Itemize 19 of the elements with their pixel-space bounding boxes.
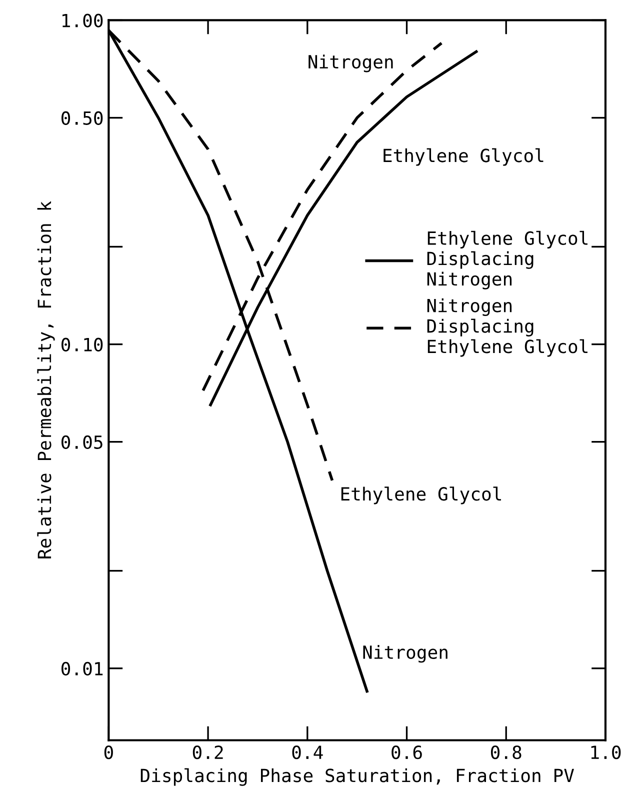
y-tick-label: 0.05: [62, 435, 102, 449]
x-tick-label: 1.0: [591, 746, 621, 760]
y-tick-label: 0.10: [62, 338, 103, 352]
annotation: Ethylene Glycol: [384, 148, 544, 166]
legend-label: Nitrogen Displacing Ethylene Glycol: [427, 298, 588, 357]
x-tick-label: 0: [104, 746, 113, 760]
annotation: Ethylene Glycol: [341, 486, 501, 504]
x-tick-label: 0.2: [192, 746, 223, 760]
annotation: Nitrogen: [308, 54, 393, 72]
y-tick-label: 1.00: [62, 14, 103, 28]
y-tick-label: 0.50: [62, 111, 103, 125]
y-axis-title: Relative Permeability, Fraction k: [37, 201, 55, 558]
x-tick-label: 0.4: [292, 746, 323, 760]
y-tick-label: 0.01: [62, 662, 103, 676]
x-tick-label: 0.6: [392, 746, 422, 760]
annotation: Nitrogen: [363, 645, 448, 663]
x-tick-label: 0.8: [490, 746, 522, 760]
legend-label: Ethylene Glycol Displacing Nitrogen: [427, 230, 588, 290]
x-axis-title: Displacing Phase Saturation, Fraction PV: [140, 768, 574, 786]
